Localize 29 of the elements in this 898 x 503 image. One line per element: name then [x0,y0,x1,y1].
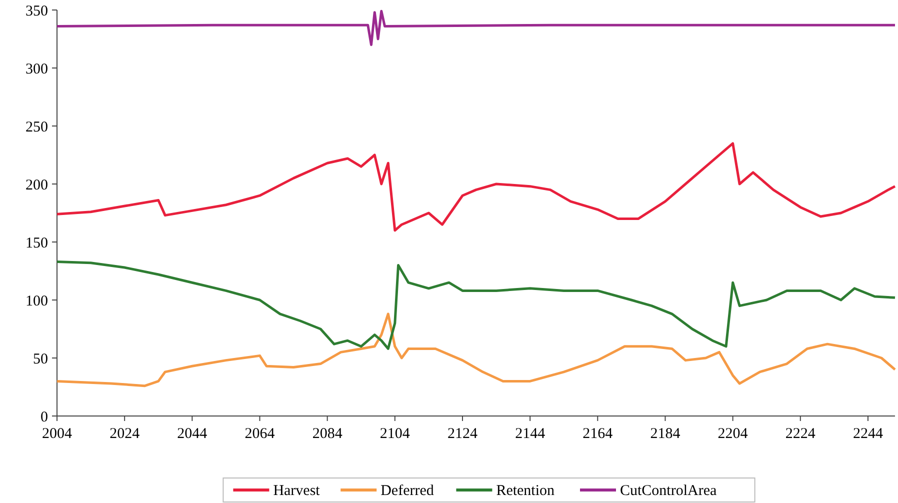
y-tick-label: 0 [40,409,48,426]
x-tick-label: 2124 [447,426,478,442]
x-tick-label: 2044 [177,426,208,442]
legend-label: Harvest [273,483,321,499]
x-tick-label: 2224 [785,426,816,442]
y-tick-label: 100 [26,293,48,310]
y-tick-label: 200 [26,177,48,194]
x-tick-label: 2064 [244,426,276,442]
x-tick-label: 2104 [380,426,410,442]
x-tick-label: 2084 [312,426,343,442]
x-tick-label: 2204 [718,426,748,442]
y-tick-label: 300 [26,61,48,78]
line-series [56,312,896,388]
x-tick-label: 2144 [515,426,546,442]
line-series [56,142,896,232]
line-series [56,260,896,350]
y-tick-label: 50 [33,351,48,368]
legend-label: CutControlArea [620,483,717,499]
y-tick-label: 150 [26,235,48,252]
x-tick-label: 2164 [582,426,614,442]
x-tick-label: 2004 [42,426,72,442]
legend-label: Retention [496,483,556,499]
y-tick-label: 350 [26,3,48,20]
x-tick-label: 2024 [110,426,140,442]
x-tick-label: 2184 [650,426,681,442]
legend-label: Deferred [380,483,434,499]
y-tick-label: 250 [26,119,48,136]
x-tick-label: 2244 [852,426,884,442]
line-series [56,10,896,46]
